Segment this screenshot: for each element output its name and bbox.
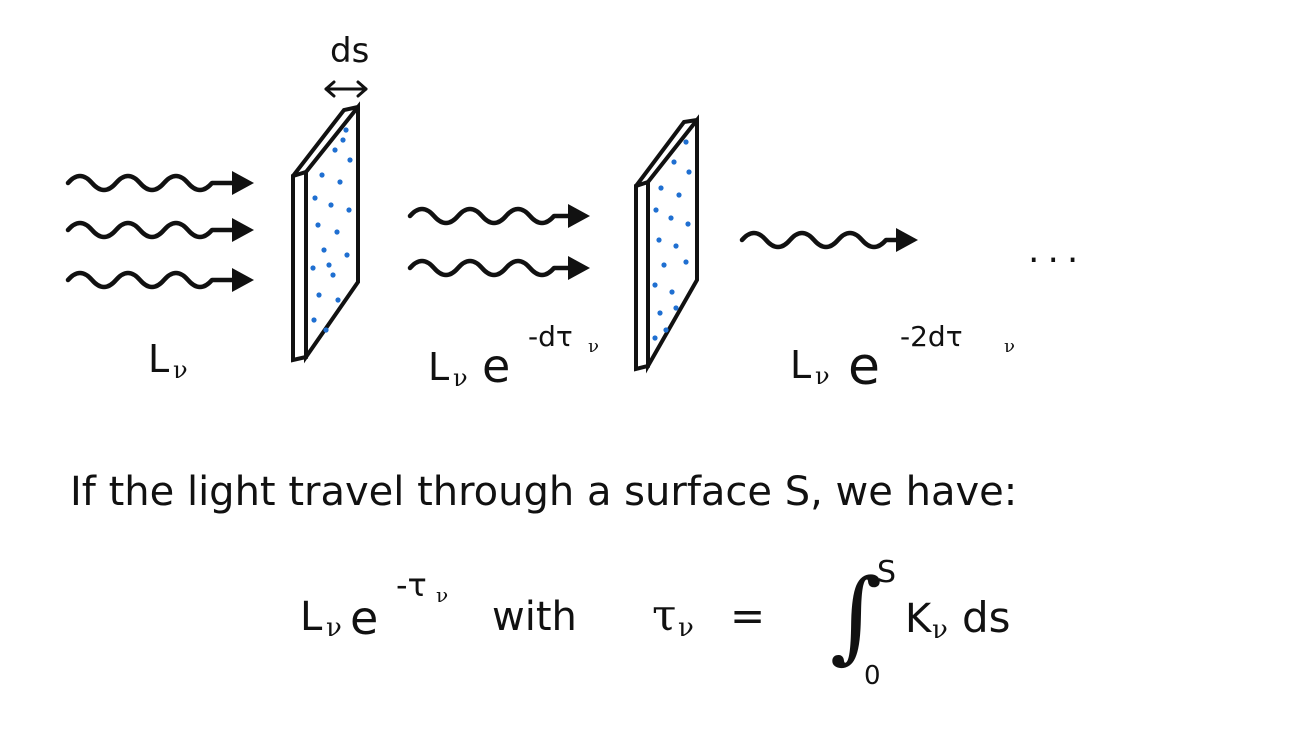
formula-lhs-l: L — [300, 594, 323, 640]
svg-text:-2dτ: -2dτ — [900, 320, 963, 353]
svg-text:ν: ν — [815, 362, 830, 390]
thickness-label: ds — [330, 31, 369, 71]
formula-lhs-e: e — [350, 591, 378, 645]
formula-integral: ∫ — [830, 557, 882, 674]
svg-text:ν: ν — [1004, 336, 1015, 357]
label-intensity-after-one-slab: L ν e -dτ ν — [428, 320, 599, 393]
formula-tau: τ — [652, 590, 676, 641]
formula-tau-sub: ν — [678, 613, 694, 643]
ellipsis: ... — [1028, 230, 1086, 271]
svg-text:e: e — [482, 339, 510, 393]
explanation-sentence: If the light travel through a surface S,… — [70, 469, 1017, 515]
formula-lhs-exp-sub: ν — [436, 583, 448, 607]
svg-text:-dτ: -dτ — [528, 320, 573, 353]
svg-text:L: L — [790, 343, 811, 387]
svg-text:L: L — [148, 337, 169, 381]
formula-with: with — [492, 594, 577, 640]
svg-text:ν: ν — [173, 356, 188, 384]
svg-text:e: e — [848, 337, 880, 397]
incoming-light-waves — [65, 171, 254, 292]
thickness-arrow — [324, 80, 368, 98]
label-intensity-after-two-slabs: L ν e -2dτ ν — [790, 320, 1015, 397]
slab-1 — [291, 101, 360, 364]
attenuated-light-wave-2 — [739, 228, 918, 252]
formula-k: K — [905, 596, 933, 642]
formula-equals: = — [730, 591, 765, 640]
formula-upper-limit: S — [877, 555, 896, 590]
formula-lhs-sub: ν — [326, 613, 342, 643]
slab-2 — [634, 114, 699, 374]
svg-text:ν: ν — [453, 364, 468, 392]
formula-ds: ds — [962, 593, 1011, 642]
attenuated-light-waves-1 — [407, 204, 590, 280]
svg-text:ν: ν — [588, 336, 599, 357]
svg-text:L: L — [428, 345, 449, 389]
attenuation-formula: L ν e -τ ν with τ ν = ∫ S 0 K ν ds — [300, 555, 1011, 691]
formula-lhs-exp: -τ — [396, 566, 427, 604]
slab-1-particles — [310, 127, 353, 333]
formula-lower-limit: 0 — [864, 661, 881, 691]
formula-k-sub: ν — [932, 615, 948, 645]
slab-2-particles — [652, 139, 692, 341]
label-initial-intensity: L ν — [148, 337, 188, 384]
